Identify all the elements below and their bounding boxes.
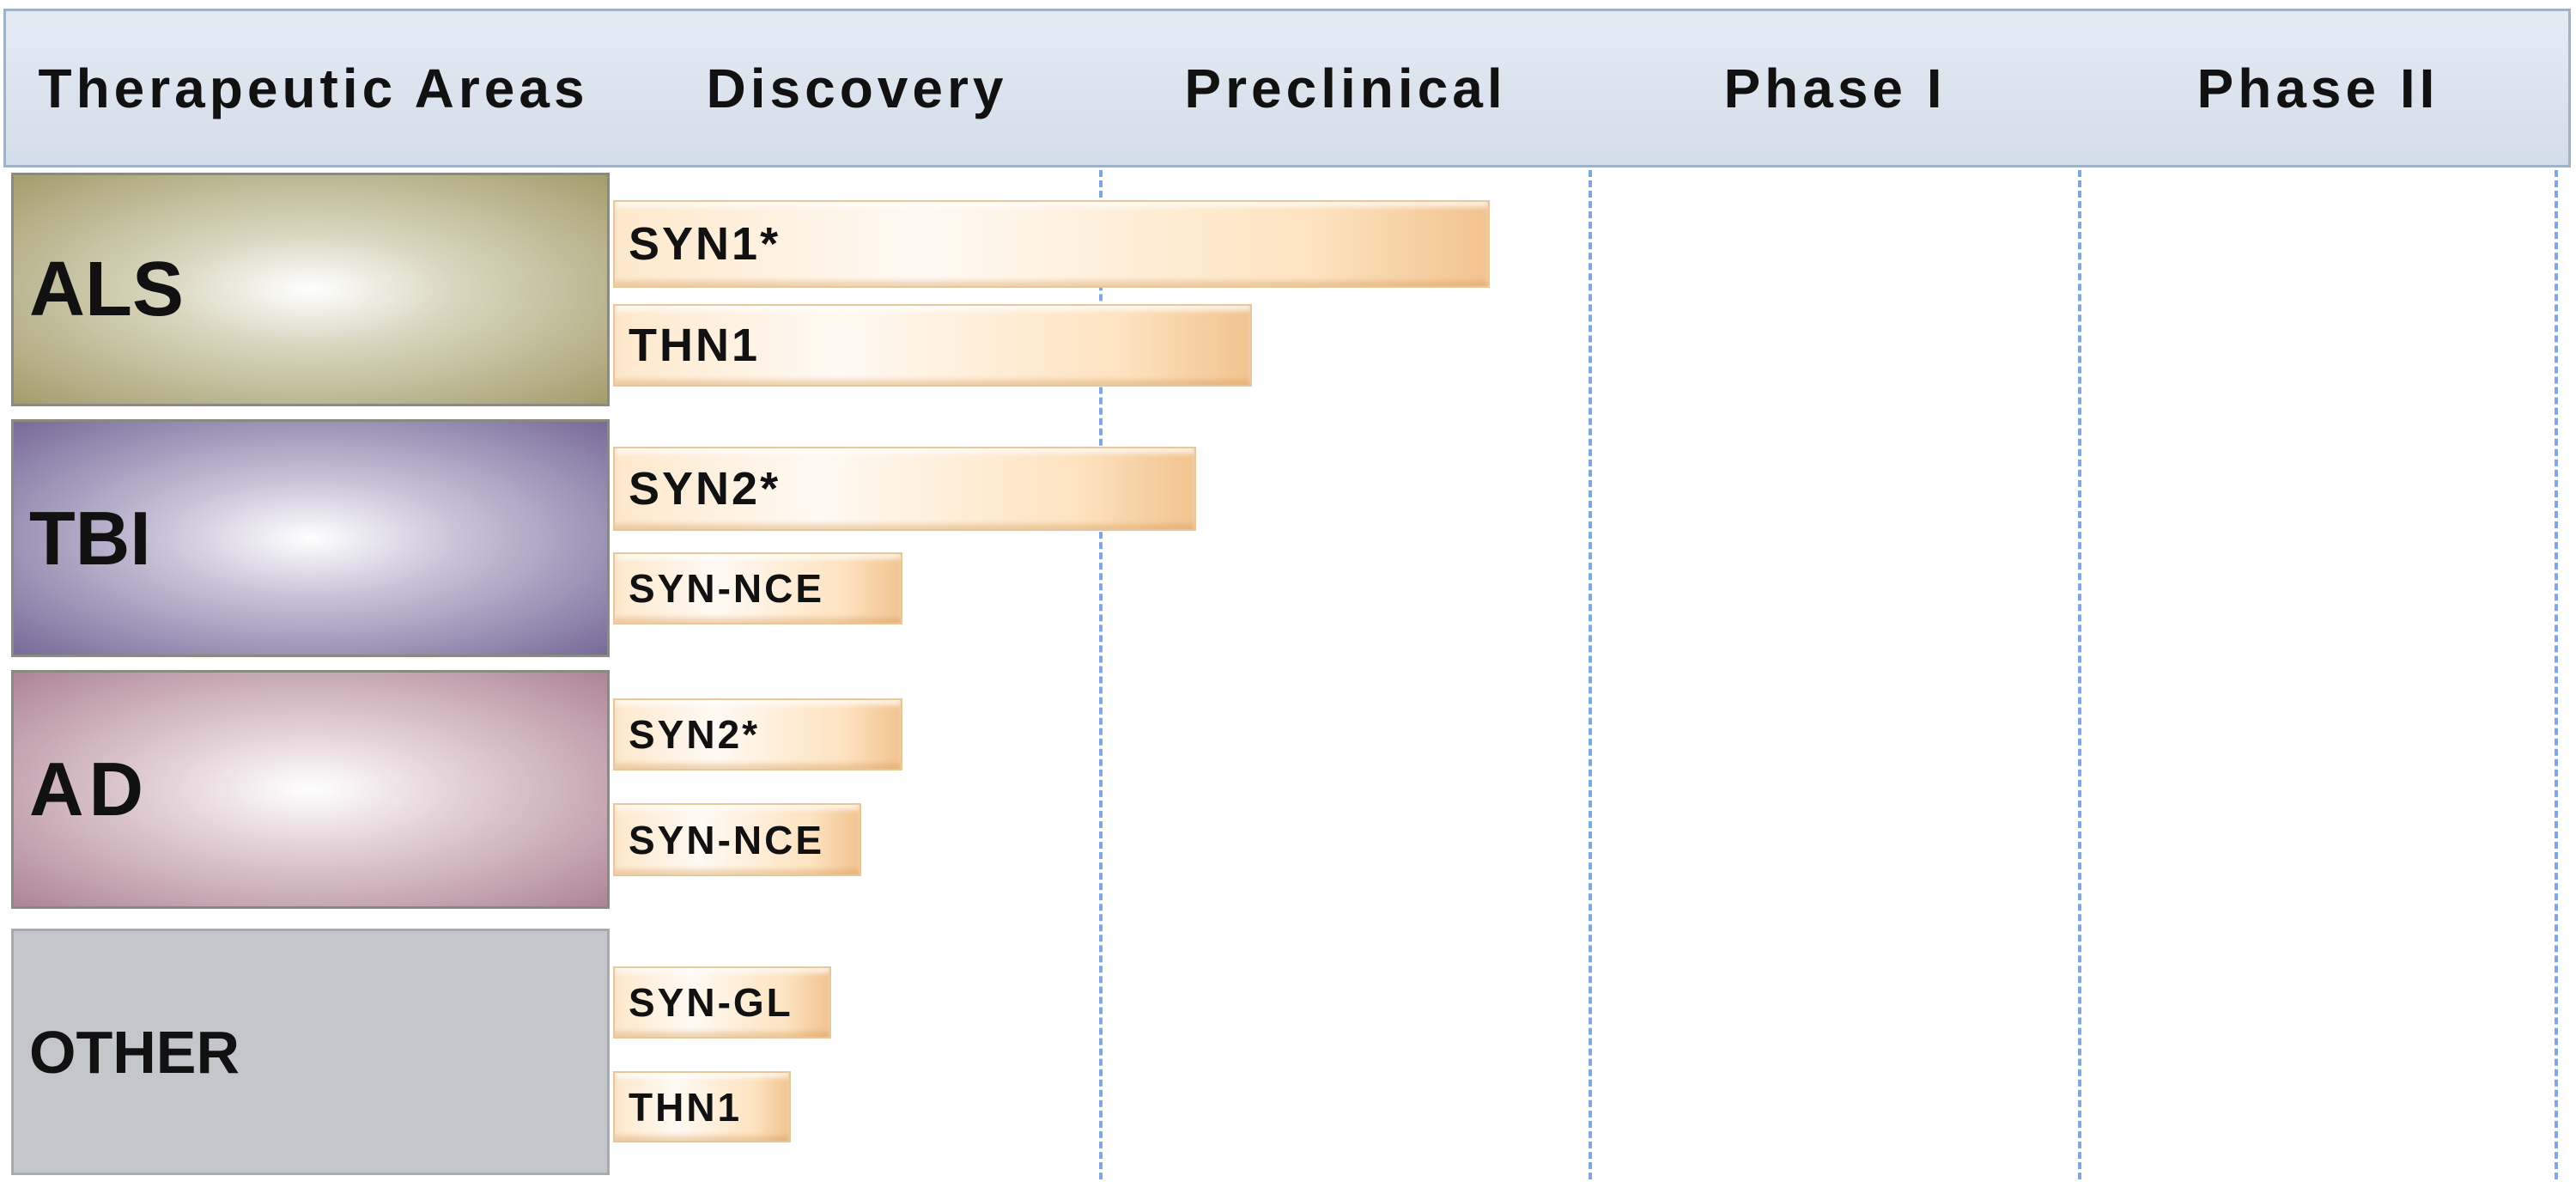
program-bar: THN1 [613, 304, 1252, 387]
stage-divider [2555, 170, 2558, 1179]
area-label: ALS [11, 173, 610, 406]
column-header: Preclinical [1184, 57, 1507, 119]
program-bar: SYN1* [613, 200, 1490, 288]
header-band [3, 9, 2571, 168]
program-bar: SYN-GL [613, 966, 831, 1039]
column-header: Discovery [706, 57, 1008, 119]
column-header: Therapeutic Areas [38, 57, 589, 119]
area-label: OTHER [11, 929, 610, 1175]
area-label: AD [11, 670, 610, 909]
program-bar: SYN-NCE [613, 803, 861, 876]
program-bar: THN1 [613, 1071, 791, 1142]
stage-divider [1589, 170, 1592, 1179]
column-header: Phase I [1723, 57, 1947, 119]
program-bar: SYN2* [613, 447, 1196, 531]
program-bar: SYN2* [613, 698, 902, 771]
program-bar: SYN-NCE [613, 552, 902, 624]
stage-divider [1099, 170, 1103, 1179]
area-label: TBI [11, 419, 610, 657]
column-header: Phase II [2196, 57, 2439, 119]
stage-divider [2078, 170, 2081, 1179]
